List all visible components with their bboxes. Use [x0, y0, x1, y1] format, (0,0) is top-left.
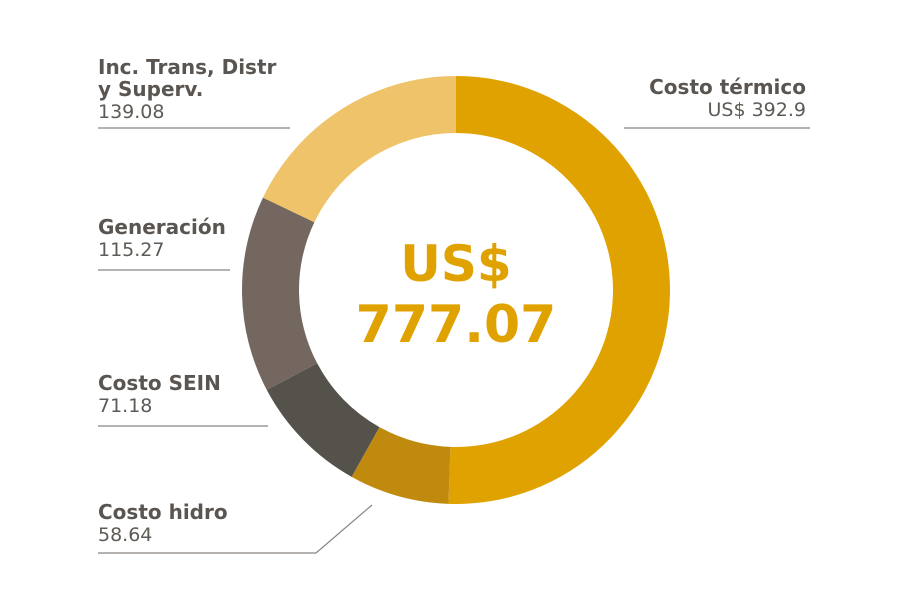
legend-value: 115.27 — [98, 239, 165, 261]
center-total-value: 777.07 — [355, 295, 557, 355]
legend-label-generacion: Generación 115.27 — [98, 216, 226, 261]
donut-slice-2 — [266, 363, 380, 477]
legend-value: 139.08 — [98, 101, 165, 123]
legend-label-costo-hidro: Costo hidro 58.64 — [98, 501, 228, 546]
donut-slice-4 — [262, 76, 456, 223]
donut-slice-3 — [241, 197, 318, 390]
legend-category: Costo hidro — [98, 500, 228, 524]
center-currency-label: US$ — [400, 235, 512, 293]
legend-label-costo-termico: Costo térmico US$ 392.9 — [649, 76, 806, 121]
legend-value: US$ 392.9 — [707, 99, 807, 121]
legend-value: 58.64 — [98, 524, 153, 546]
legend-category: Generación — [98, 215, 226, 239]
donut-slice-0 — [448, 76, 670, 504]
donut-slice-1 — [351, 427, 451, 504]
legend-category: Inc. Trans, Distr y Superv. — [98, 55, 277, 101]
legend-value: 71.18 — [98, 395, 153, 417]
leader-line-4 — [98, 504, 373, 554]
legend-category: Costo SEIN — [98, 371, 221, 395]
legend-category: Costo térmico — [649, 75, 806, 99]
legend-label-inc-trans: Inc. Trans, Distr y Superv. 139.08 — [98, 56, 298, 123]
legend-label-costo-sein: Costo SEIN 71.18 — [98, 372, 221, 417]
